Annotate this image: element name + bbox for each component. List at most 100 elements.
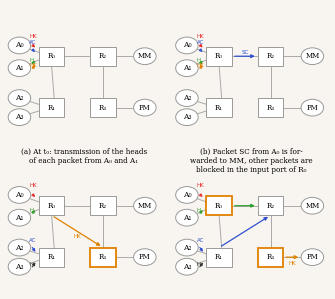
FancyBboxPatch shape [39,98,64,117]
FancyBboxPatch shape [90,196,116,215]
Text: AC: AC [197,238,204,243]
Text: HK: HK [29,183,37,188]
Circle shape [8,90,31,106]
Circle shape [176,60,198,77]
Text: HK: HK [197,63,204,68]
Circle shape [301,48,324,65]
Text: HK: HK [73,234,81,239]
FancyBboxPatch shape [258,47,283,66]
FancyBboxPatch shape [90,248,116,267]
Circle shape [176,109,198,126]
Circle shape [8,209,31,226]
Text: A₂: A₂ [183,244,191,251]
Text: H: H [29,262,33,267]
Text: HK: HK [29,63,37,68]
Text: R₃: R₃ [99,253,107,261]
Text: R₁: R₁ [48,253,56,261]
Text: A₁: A₁ [15,64,24,72]
Text: R₂: R₂ [99,52,107,60]
Text: A₀: A₀ [183,191,191,199]
Text: HK: HK [197,34,204,39]
Circle shape [8,109,31,126]
Text: A₀: A₀ [15,42,24,49]
Text: R₁: R₁ [215,104,223,112]
FancyBboxPatch shape [258,248,283,267]
Text: AC: AC [29,40,37,45]
Circle shape [134,48,156,65]
Text: H: H [197,58,201,63]
Text: R₃: R₃ [99,104,107,112]
Text: A₁: A₁ [183,214,191,222]
Text: PM: PM [139,253,151,261]
Text: A₁: A₁ [15,214,24,222]
FancyBboxPatch shape [39,248,64,267]
Text: R₂: R₂ [267,202,275,210]
Text: H: H [197,208,201,213]
Circle shape [301,249,324,266]
Circle shape [176,187,198,203]
Circle shape [8,37,31,54]
Text: R₁: R₁ [215,253,223,261]
Text: R₂: R₂ [267,52,275,60]
FancyBboxPatch shape [206,196,232,215]
Text: R₂: R₂ [99,202,107,210]
Circle shape [176,258,198,275]
Text: R₁: R₁ [48,104,56,112]
Text: MM: MM [138,202,152,210]
Text: A₃: A₃ [15,113,24,121]
Circle shape [134,99,156,116]
Circle shape [301,197,324,214]
Text: R₀: R₀ [48,202,56,210]
FancyBboxPatch shape [206,98,232,117]
Circle shape [176,37,198,54]
Text: A₃: A₃ [15,263,24,271]
Text: A₃: A₃ [183,263,191,271]
FancyBboxPatch shape [258,98,283,117]
Text: A₂: A₂ [15,244,24,251]
Text: A₁: A₁ [183,64,191,72]
Text: AC: AC [197,40,204,45]
Circle shape [134,249,156,266]
Text: R₃: R₃ [267,253,275,261]
Text: HK: HK [197,183,204,188]
FancyBboxPatch shape [90,98,116,117]
Text: H: H [197,262,201,267]
FancyBboxPatch shape [39,47,64,66]
FancyBboxPatch shape [90,47,116,66]
Text: SC: SC [241,50,249,55]
Text: H: H [29,58,33,63]
Circle shape [8,187,31,203]
Text: (b) Packet SC from A₀ is for-
warded to MM, other packets are
blocked in the inp: (b) Packet SC from A₀ is for- warded to … [190,148,313,174]
Circle shape [301,99,324,116]
Text: MM: MM [305,202,320,210]
Text: R₀: R₀ [48,52,56,60]
Text: R₃: R₃ [267,104,275,112]
Text: HK: HK [29,34,37,39]
Text: A₃: A₃ [183,113,191,121]
FancyBboxPatch shape [258,196,283,215]
Text: A₀: A₀ [183,42,191,49]
Text: HK: HK [288,261,296,266]
Text: A₂: A₂ [15,94,24,102]
Circle shape [176,239,198,256]
FancyBboxPatch shape [206,248,232,267]
Text: R₀: R₀ [215,52,223,60]
Text: MM: MM [305,52,320,60]
Circle shape [134,197,156,214]
Circle shape [176,90,198,106]
Circle shape [8,60,31,77]
Text: (a) At t₀: transmission of the heads
of each packet from A₀ and A₁: (a) At t₀: transmission of the heads of … [21,148,147,165]
Text: H: H [29,208,33,213]
FancyBboxPatch shape [39,196,64,215]
Text: PM: PM [307,104,318,112]
Circle shape [176,209,198,226]
Text: A₂: A₂ [183,94,191,102]
Circle shape [8,239,31,256]
Text: R₀: R₀ [215,202,223,210]
Circle shape [8,258,31,275]
Text: MM: MM [138,52,152,60]
FancyBboxPatch shape [206,47,232,66]
Text: PM: PM [307,253,318,261]
Text: PM: PM [139,104,151,112]
Text: AC: AC [29,238,37,243]
